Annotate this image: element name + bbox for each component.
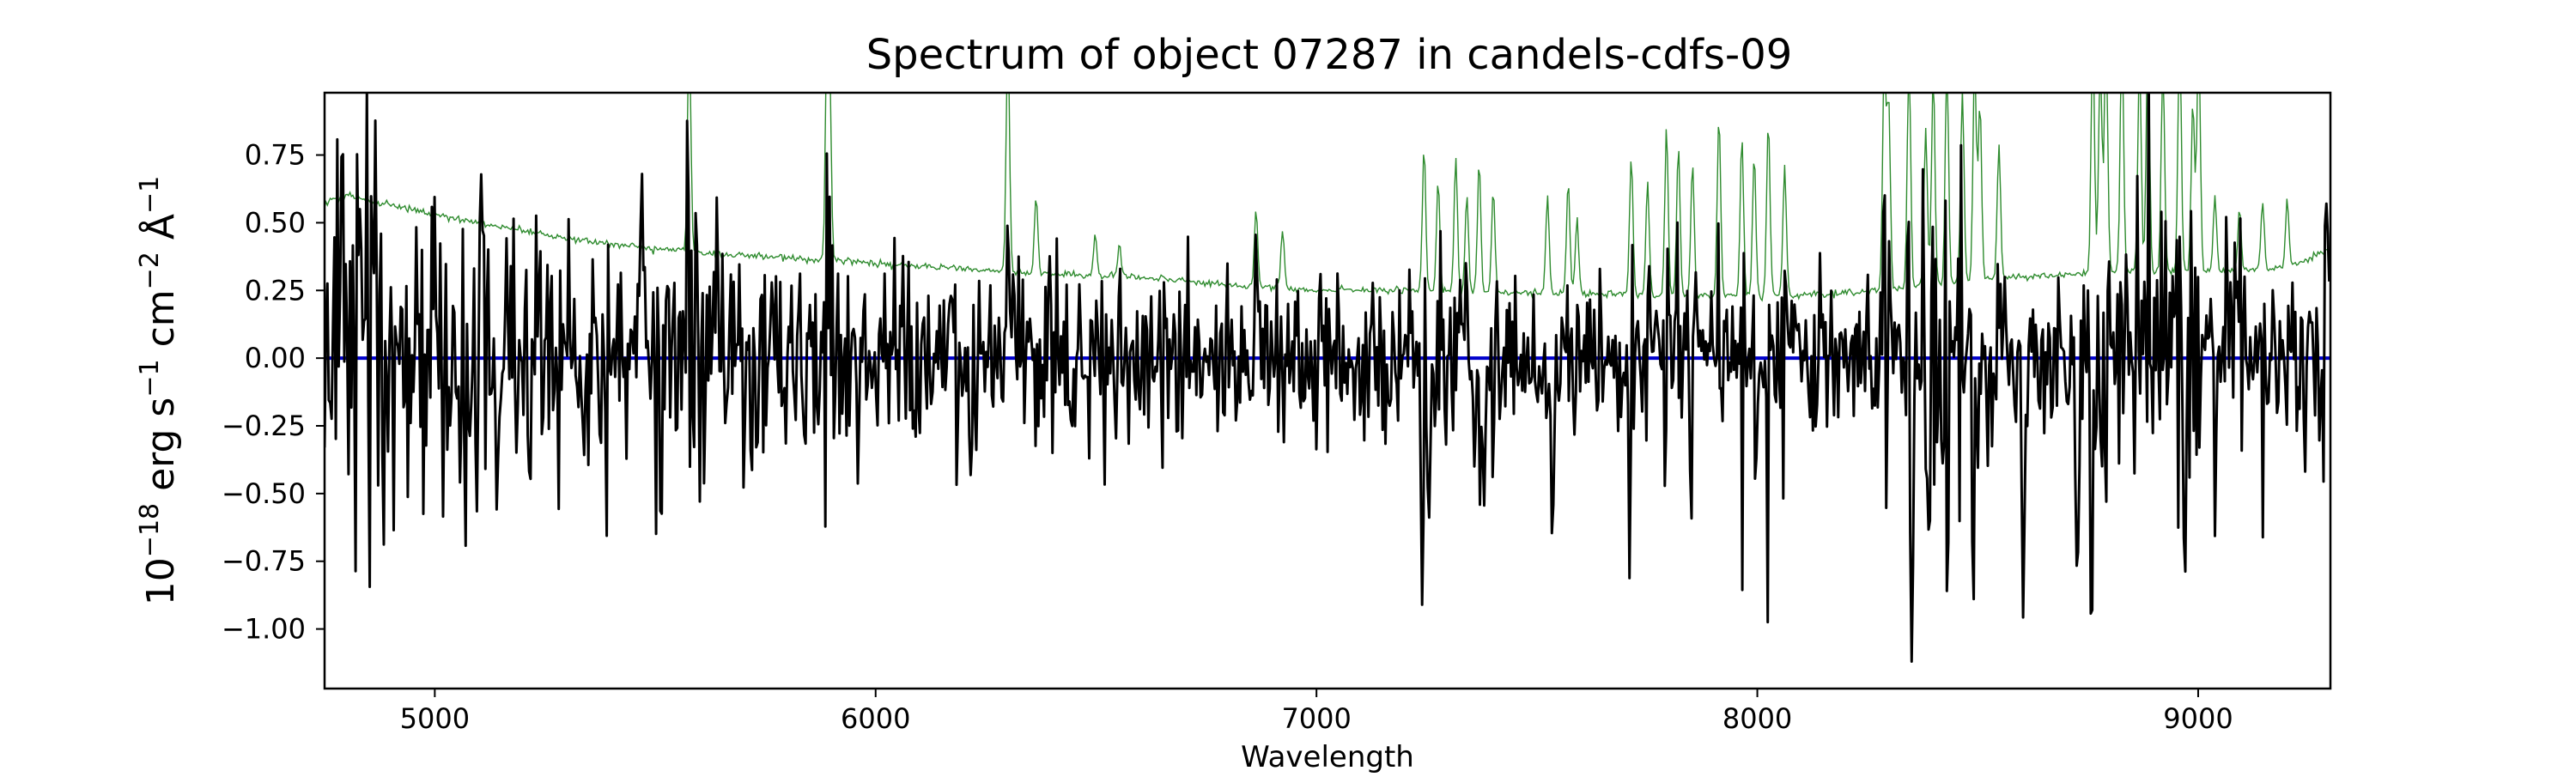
plot-frame [323, 91, 2332, 690]
y-tick-label: −0.50 [222, 477, 306, 510]
x-axis: 5000 6000 7000 8000 9000 [400, 689, 2233, 735]
x-tick-label: 6000 [841, 702, 910, 735]
flux-spectrum-line [325, 93, 2330, 663]
y-tick-label: 0.75 [245, 139, 306, 172]
y-tick-label: 0.50 [245, 206, 306, 239]
x-tick-label: 5000 [400, 702, 470, 735]
plot-area [325, 93, 2330, 663]
y-tick-label: 0.25 [245, 274, 306, 307]
x-tick-label: 7000 [1281, 702, 1351, 735]
x-axis-label: Wavelength [1241, 740, 1414, 773]
chart-title: Spectrum of object 07287 in candels-cdfs… [866, 31, 1793, 79]
error-spectrum-line [325, 93, 2330, 302]
y-tick-label: −0.25 [222, 410, 306, 442]
y-axis-label: 10−18 erg s−1 cm−2 Å−1 [135, 176, 183, 605]
x-tick-label: 9000 [2163, 702, 2233, 735]
y-tick-label: −1.00 [222, 613, 306, 646]
y-axis: 0.75 0.50 0.25 0.00 −0.25 −0.50 −0.75 −1.00 [222, 139, 325, 646]
y-tick-label: 0.00 [245, 342, 306, 374]
y-tick-label: −0.75 [222, 545, 306, 578]
x-tick-label: 8000 [1722, 702, 1792, 735]
